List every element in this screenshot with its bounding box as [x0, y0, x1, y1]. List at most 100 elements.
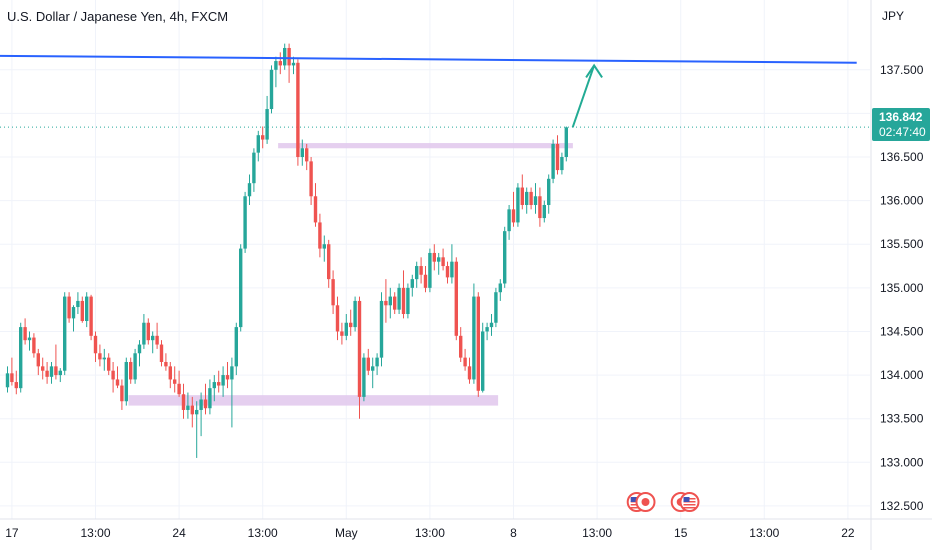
candle[interactable]	[401, 270, 406, 319]
candle[interactable]	[520, 174, 524, 210]
candle[interactable]	[489, 314, 494, 336]
candle[interactable]	[349, 309, 353, 336]
candle[interactable]	[331, 270, 335, 315]
candle[interactable]	[151, 331, 155, 354]
candle[interactable]	[393, 292, 397, 315]
candle[interactable]	[406, 283, 410, 319]
candle[interactable]	[265, 95, 269, 144]
price-zone-rect[interactable]	[278, 143, 573, 149]
candle[interactable]	[305, 143, 309, 171]
candle[interactable]	[203, 383, 208, 415]
candle[interactable]	[318, 213, 322, 258]
candle[interactable]	[313, 183, 318, 227]
candle[interactable]	[41, 357, 45, 380]
candle[interactable]	[252, 148, 256, 192]
candle[interactable]	[366, 348, 370, 376]
candle[interactable]	[423, 266, 428, 293]
candle[interactable]	[335, 296, 340, 341]
candle[interactable]	[269, 65, 274, 114]
candle[interactable]	[76, 292, 80, 315]
candle[interactable]	[190, 396, 194, 428]
candle[interactable]	[432, 244, 436, 271]
candle[interactable]	[397, 283, 401, 315]
candle[interactable]	[564, 126, 568, 162]
candle[interactable]	[115, 366, 120, 389]
candle[interactable]	[168, 361, 172, 389]
candle[interactable]	[120, 379, 124, 410]
candle[interactable]	[357, 296, 362, 419]
candle[interactable]	[80, 296, 84, 323]
candle[interactable]	[296, 59, 300, 166]
resistance-trendline[interactable]	[0, 54, 857, 64]
candle[interactable]	[19, 322, 23, 393]
resistance-trendline-group[interactable]	[0, 54, 857, 64]
candle[interactable]	[300, 139, 304, 166]
candle[interactable]	[107, 353, 111, 376]
candle[interactable]	[340, 322, 344, 345]
candle[interactable]	[124, 357, 128, 406]
candle[interactable]	[234, 322, 238, 376]
candle[interactable]	[353, 296, 357, 332]
candle[interactable]	[102, 348, 106, 371]
candle[interactable]	[146, 318, 150, 345]
candle[interactable]	[93, 331, 98, 362]
candle[interactable]	[344, 314, 348, 341]
candle[interactable]	[538, 187, 542, 227]
candle[interactable]	[384, 279, 388, 323]
candle[interactable]	[555, 135, 560, 175]
candle[interactable]	[428, 248, 432, 293]
candle[interactable]	[27, 331, 32, 351]
candle[interactable]	[212, 375, 216, 402]
candle[interactable]	[450, 244, 454, 284]
candle[interactable]	[551, 139, 555, 184]
candle[interactable]	[256, 130, 260, 162]
candle[interactable]	[516, 183, 520, 227]
candle[interactable]	[542, 200, 546, 223]
candle[interactable]	[36, 348, 40, 376]
candle[interactable]	[560, 152, 564, 175]
symbol-title[interactable]: U.S. Dollar / Japanese Yen, 4h, FXCM	[7, 9, 229, 24]
candle[interactable]	[261, 126, 265, 149]
candle[interactable]	[45, 361, 49, 384]
candle[interactable]	[467, 357, 472, 384]
candle[interactable]	[410, 274, 414, 297]
candle[interactable]	[177, 370, 181, 397]
candle[interactable]	[142, 314, 146, 349]
candle[interactable]	[58, 368, 62, 383]
candle[interactable]	[67, 292, 71, 323]
candle[interactable]	[362, 353, 366, 402]
candle[interactable]	[199, 392, 203, 437]
candle[interactable]	[159, 340, 164, 367]
candle[interactable]	[208, 379, 212, 415]
candle[interactable]	[498, 279, 502, 301]
candle[interactable]	[243, 191, 247, 253]
event-circle-icon[interactable]	[635, 492, 656, 512]
candle[interactable]	[441, 248, 445, 271]
time-axis[interactable]: 17 13:00 24 13:00 May 13:00 8 13:00 15 13:00 22	[0, 518, 932, 540]
candle[interactable]	[485, 322, 489, 341]
candle[interactable]	[287, 43, 291, 83]
us-flag-icon[interactable]	[679, 492, 700, 512]
candle[interactable]	[217, 370, 221, 393]
candle[interactable]	[186, 392, 190, 419]
candle[interactable]	[247, 174, 252, 205]
candle[interactable]	[283, 43, 287, 70]
candle[interactable]	[454, 257, 458, 341]
candle[interactable]	[155, 322, 159, 349]
candle[interactable]	[221, 366, 225, 397]
candle[interactable]	[472, 283, 476, 384]
projection-arrow-head[interactable]	[585, 63, 603, 78]
candle[interactable]	[23, 318, 27, 345]
candle[interactable]	[230, 357, 234, 428]
candle[interactable]	[481, 322, 485, 393]
candle[interactable]	[49, 361, 54, 384]
candle[interactable]	[98, 344, 102, 367]
candle[interactable]	[291, 56, 296, 75]
candle[interactable]	[445, 261, 450, 284]
candle[interactable]	[71, 305, 76, 332]
candle[interactable]	[503, 226, 507, 288]
candle[interactable]	[415, 261, 419, 288]
candle[interactable]	[164, 353, 168, 371]
candle[interactable]	[322, 235, 326, 262]
